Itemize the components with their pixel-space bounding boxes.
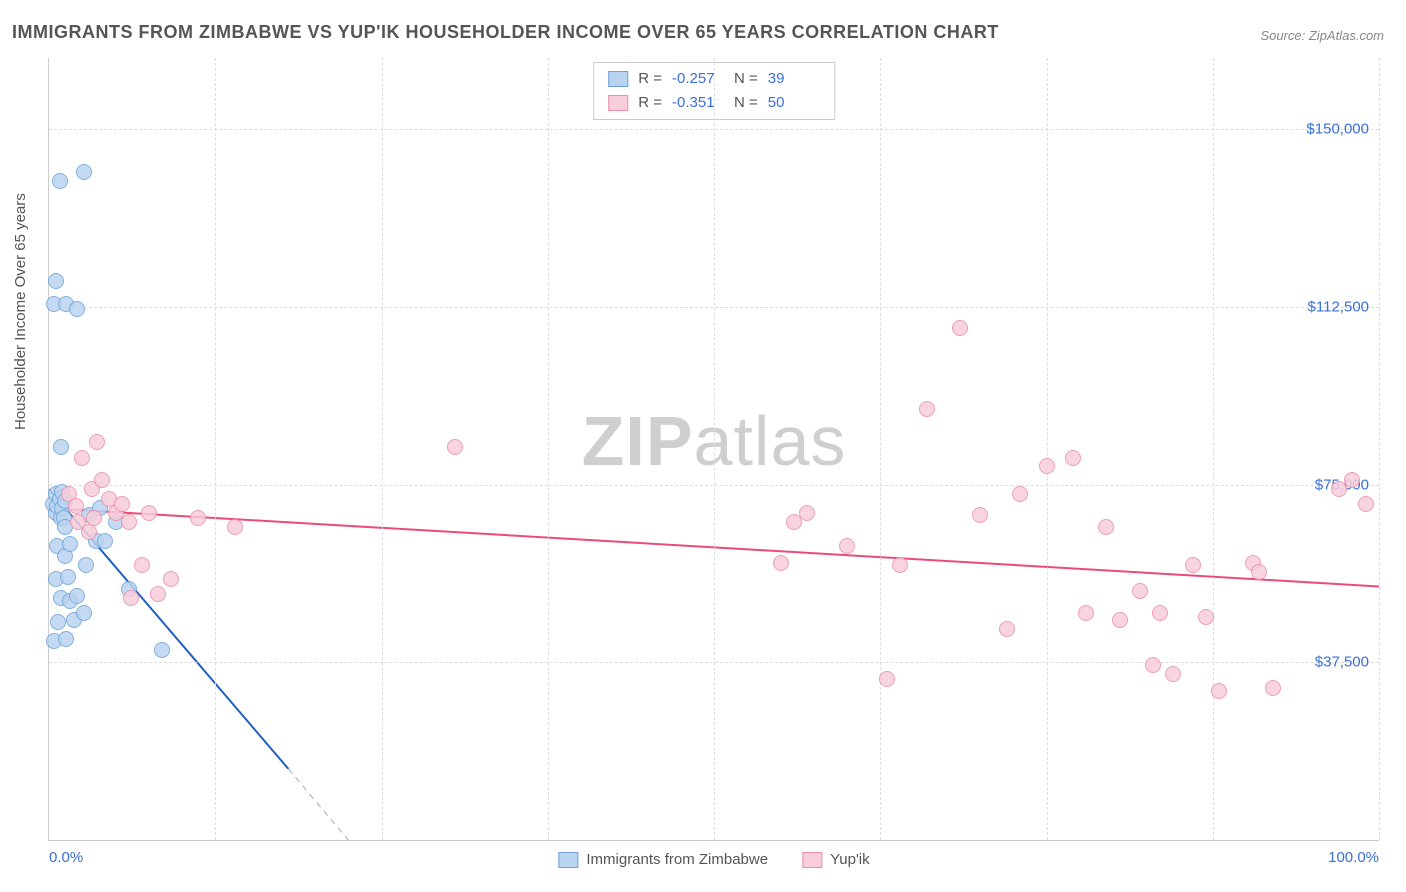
scatter-point <box>972 507 988 523</box>
scatter-point <box>919 401 935 417</box>
scatter-point <box>1251 564 1267 580</box>
scatter-plot-area: ZIPatlas R = -0.257 N = 39 R = -0.351 N … <box>48 58 1379 841</box>
scatter-point <box>50 614 66 630</box>
r-label: R = <box>638 91 662 115</box>
scatter-point <box>53 439 69 455</box>
scatter-point <box>163 571 179 587</box>
scatter-point <box>1152 605 1168 621</box>
scatter-point <box>89 434 105 450</box>
swatch-series-2 <box>608 95 628 111</box>
legend-label-2: Yup'ik <box>830 851 870 868</box>
r-value: -0.351 <box>672 91 724 115</box>
scatter-point <box>1265 680 1281 696</box>
legend-swatch-1 <box>558 852 578 868</box>
scatter-point <box>1211 683 1227 699</box>
n-value: 39 <box>768 67 820 91</box>
gridline-vertical <box>548 58 549 840</box>
scatter-point <box>123 590 139 606</box>
scatter-point <box>60 569 76 585</box>
scatter-point <box>48 273 64 289</box>
scatter-point <box>447 439 463 455</box>
scatter-point <box>773 555 789 571</box>
gridline-vertical <box>382 58 383 840</box>
swatch-series-1 <box>608 71 628 87</box>
scatter-point <box>879 671 895 687</box>
scatter-point <box>952 320 968 336</box>
scatter-point <box>999 621 1015 637</box>
n-label: N = <box>734 67 758 91</box>
scatter-point <box>58 631 74 647</box>
x-axis-min-label: 0.0% <box>49 849 83 866</box>
scatter-point <box>114 496 130 512</box>
scatter-point <box>81 524 97 540</box>
gridline-vertical <box>714 58 715 840</box>
watermark-thin: atlas <box>694 402 847 480</box>
legend-label-1: Immigrants from Zimbabwe <box>586 851 768 868</box>
scatter-point <box>86 510 102 526</box>
scatter-point <box>52 173 68 189</box>
scatter-point <box>76 164 92 180</box>
gridline-vertical <box>1213 58 1214 840</box>
source-attribution: Source: ZipAtlas.com <box>1260 28 1384 43</box>
r-label: R = <box>638 67 662 91</box>
legend-item-2: Yup'ik <box>802 851 870 868</box>
scatter-point <box>134 557 150 573</box>
gridline-vertical <box>880 58 881 840</box>
scatter-point <box>799 505 815 521</box>
scatter-point <box>190 510 206 526</box>
scatter-point <box>1039 458 1055 474</box>
series-legend: Immigrants from Zimbabwe Yup'ik <box>558 851 869 868</box>
scatter-point <box>150 586 166 602</box>
gridline-vertical <box>1379 58 1380 840</box>
gridline-vertical <box>215 58 216 840</box>
watermark-bold: ZIP <box>582 402 694 480</box>
chart-title: IMMIGRANTS FROM ZIMBABWE VS YUP'IK HOUSE… <box>12 22 999 43</box>
scatter-point <box>76 605 92 621</box>
scatter-point <box>1098 519 1114 535</box>
scatter-point <box>121 514 137 530</box>
scatter-point <box>1358 496 1374 512</box>
scatter-point <box>94 472 110 488</box>
scatter-point <box>69 588 85 604</box>
legend-item-1: Immigrants from Zimbabwe <box>558 851 768 868</box>
scatter-point <box>74 450 90 466</box>
scatter-point <box>1078 605 1094 621</box>
y-tick-label: $150,000 <box>1306 121 1369 138</box>
gridline-vertical <box>1047 58 1048 840</box>
legend-swatch-2 <box>802 852 822 868</box>
scatter-point <box>1132 583 1148 599</box>
scatter-point <box>62 536 78 552</box>
scatter-point <box>1012 486 1028 502</box>
n-value: 50 <box>768 91 820 115</box>
scatter-point <box>1165 666 1181 682</box>
scatter-point <box>1198 609 1214 625</box>
x-axis-max-label: 100.0% <box>1328 849 1379 866</box>
y-tick-label: $37,500 <box>1315 654 1369 671</box>
scatter-point <box>69 301 85 317</box>
scatter-point <box>154 642 170 658</box>
y-tick-label: $112,500 <box>1308 298 1369 315</box>
scatter-point <box>1145 657 1161 673</box>
r-value: -0.257 <box>672 67 724 91</box>
scatter-point <box>97 533 113 549</box>
scatter-point <box>892 557 908 573</box>
scatter-point <box>1344 472 1360 488</box>
scatter-point <box>1112 612 1128 628</box>
scatter-point <box>1065 450 1081 466</box>
scatter-point <box>78 557 94 573</box>
trend-line <box>288 769 348 840</box>
scatter-point <box>1185 557 1201 573</box>
scatter-point <box>141 505 157 521</box>
scatter-point <box>227 519 243 535</box>
scatter-point <box>839 538 855 554</box>
y-axis-label: Householder Income Over 65 years <box>12 193 29 430</box>
n-label: N = <box>734 91 758 115</box>
scatter-point <box>68 498 84 514</box>
